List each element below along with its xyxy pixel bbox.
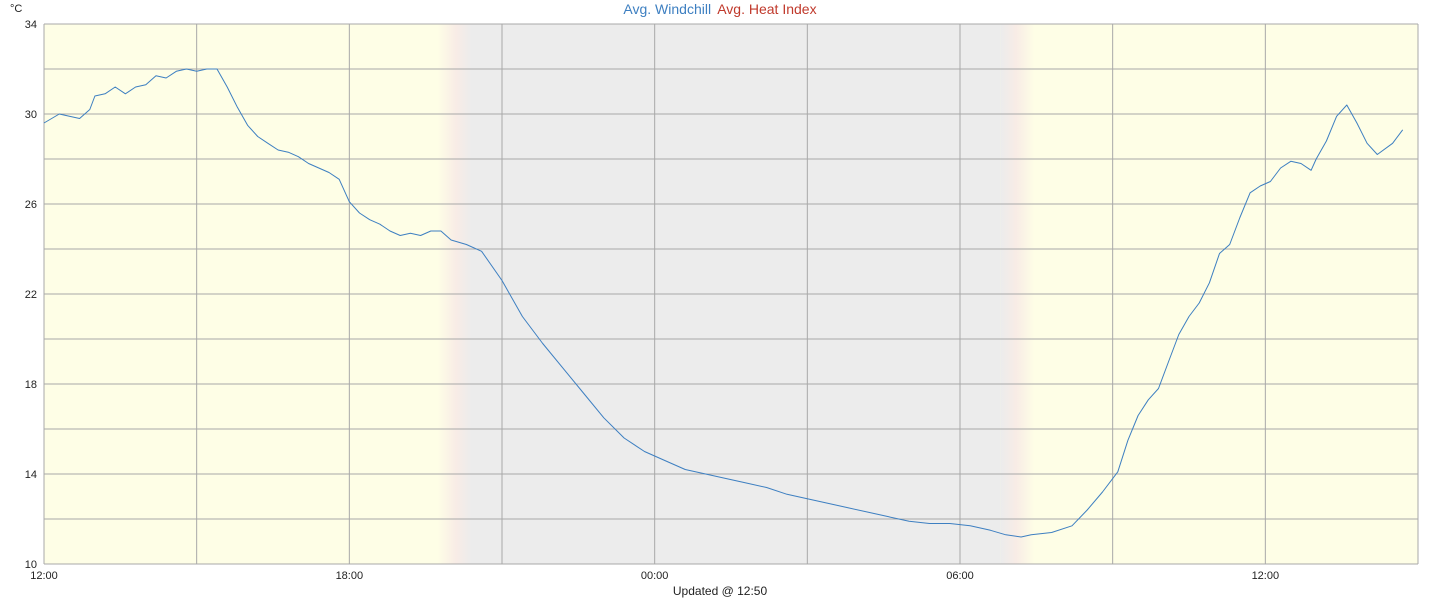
y-tick-label: 26 (25, 199, 37, 211)
grid-lines (43, 23, 1419, 565)
x-tick-label: 12:00 (30, 570, 58, 582)
legend-heat-index: Avg. Heat Index (717, 1, 816, 17)
x-tick-label: 18:00 (336, 570, 364, 582)
y-tick-label: 14 (25, 469, 37, 481)
series-layer (43, 68, 1404, 538)
y-tick-label: 22 (25, 289, 37, 301)
chart-title: Avg. Windchill Avg. Heat Index (623, 1, 816, 17)
updated-footer: Updated @ 12:50 (673, 584, 768, 598)
y-axis-ticks: 10 14 18 22 26 30 34 (25, 19, 37, 571)
x-axis-ticks: 12:00 18:00 00:00 06:00 12:00 (30, 570, 1279, 582)
y-tick-label: 34 (25, 19, 37, 31)
y-tick-label: 30 (25, 109, 37, 121)
y-axis-unit-label: °C (10, 3, 22, 15)
x-tick-label: 12:00 (1252, 570, 1280, 582)
series-line-windchill (43, 68, 1404, 538)
x-tick-label: 00:00 (641, 570, 669, 582)
legend-windchill: Avg. Windchill (623, 1, 711, 17)
y-tick-label: 10 (25, 559, 37, 571)
y-tick-label: 18 (25, 379, 37, 391)
x-tick-label: 06:00 (946, 570, 974, 582)
